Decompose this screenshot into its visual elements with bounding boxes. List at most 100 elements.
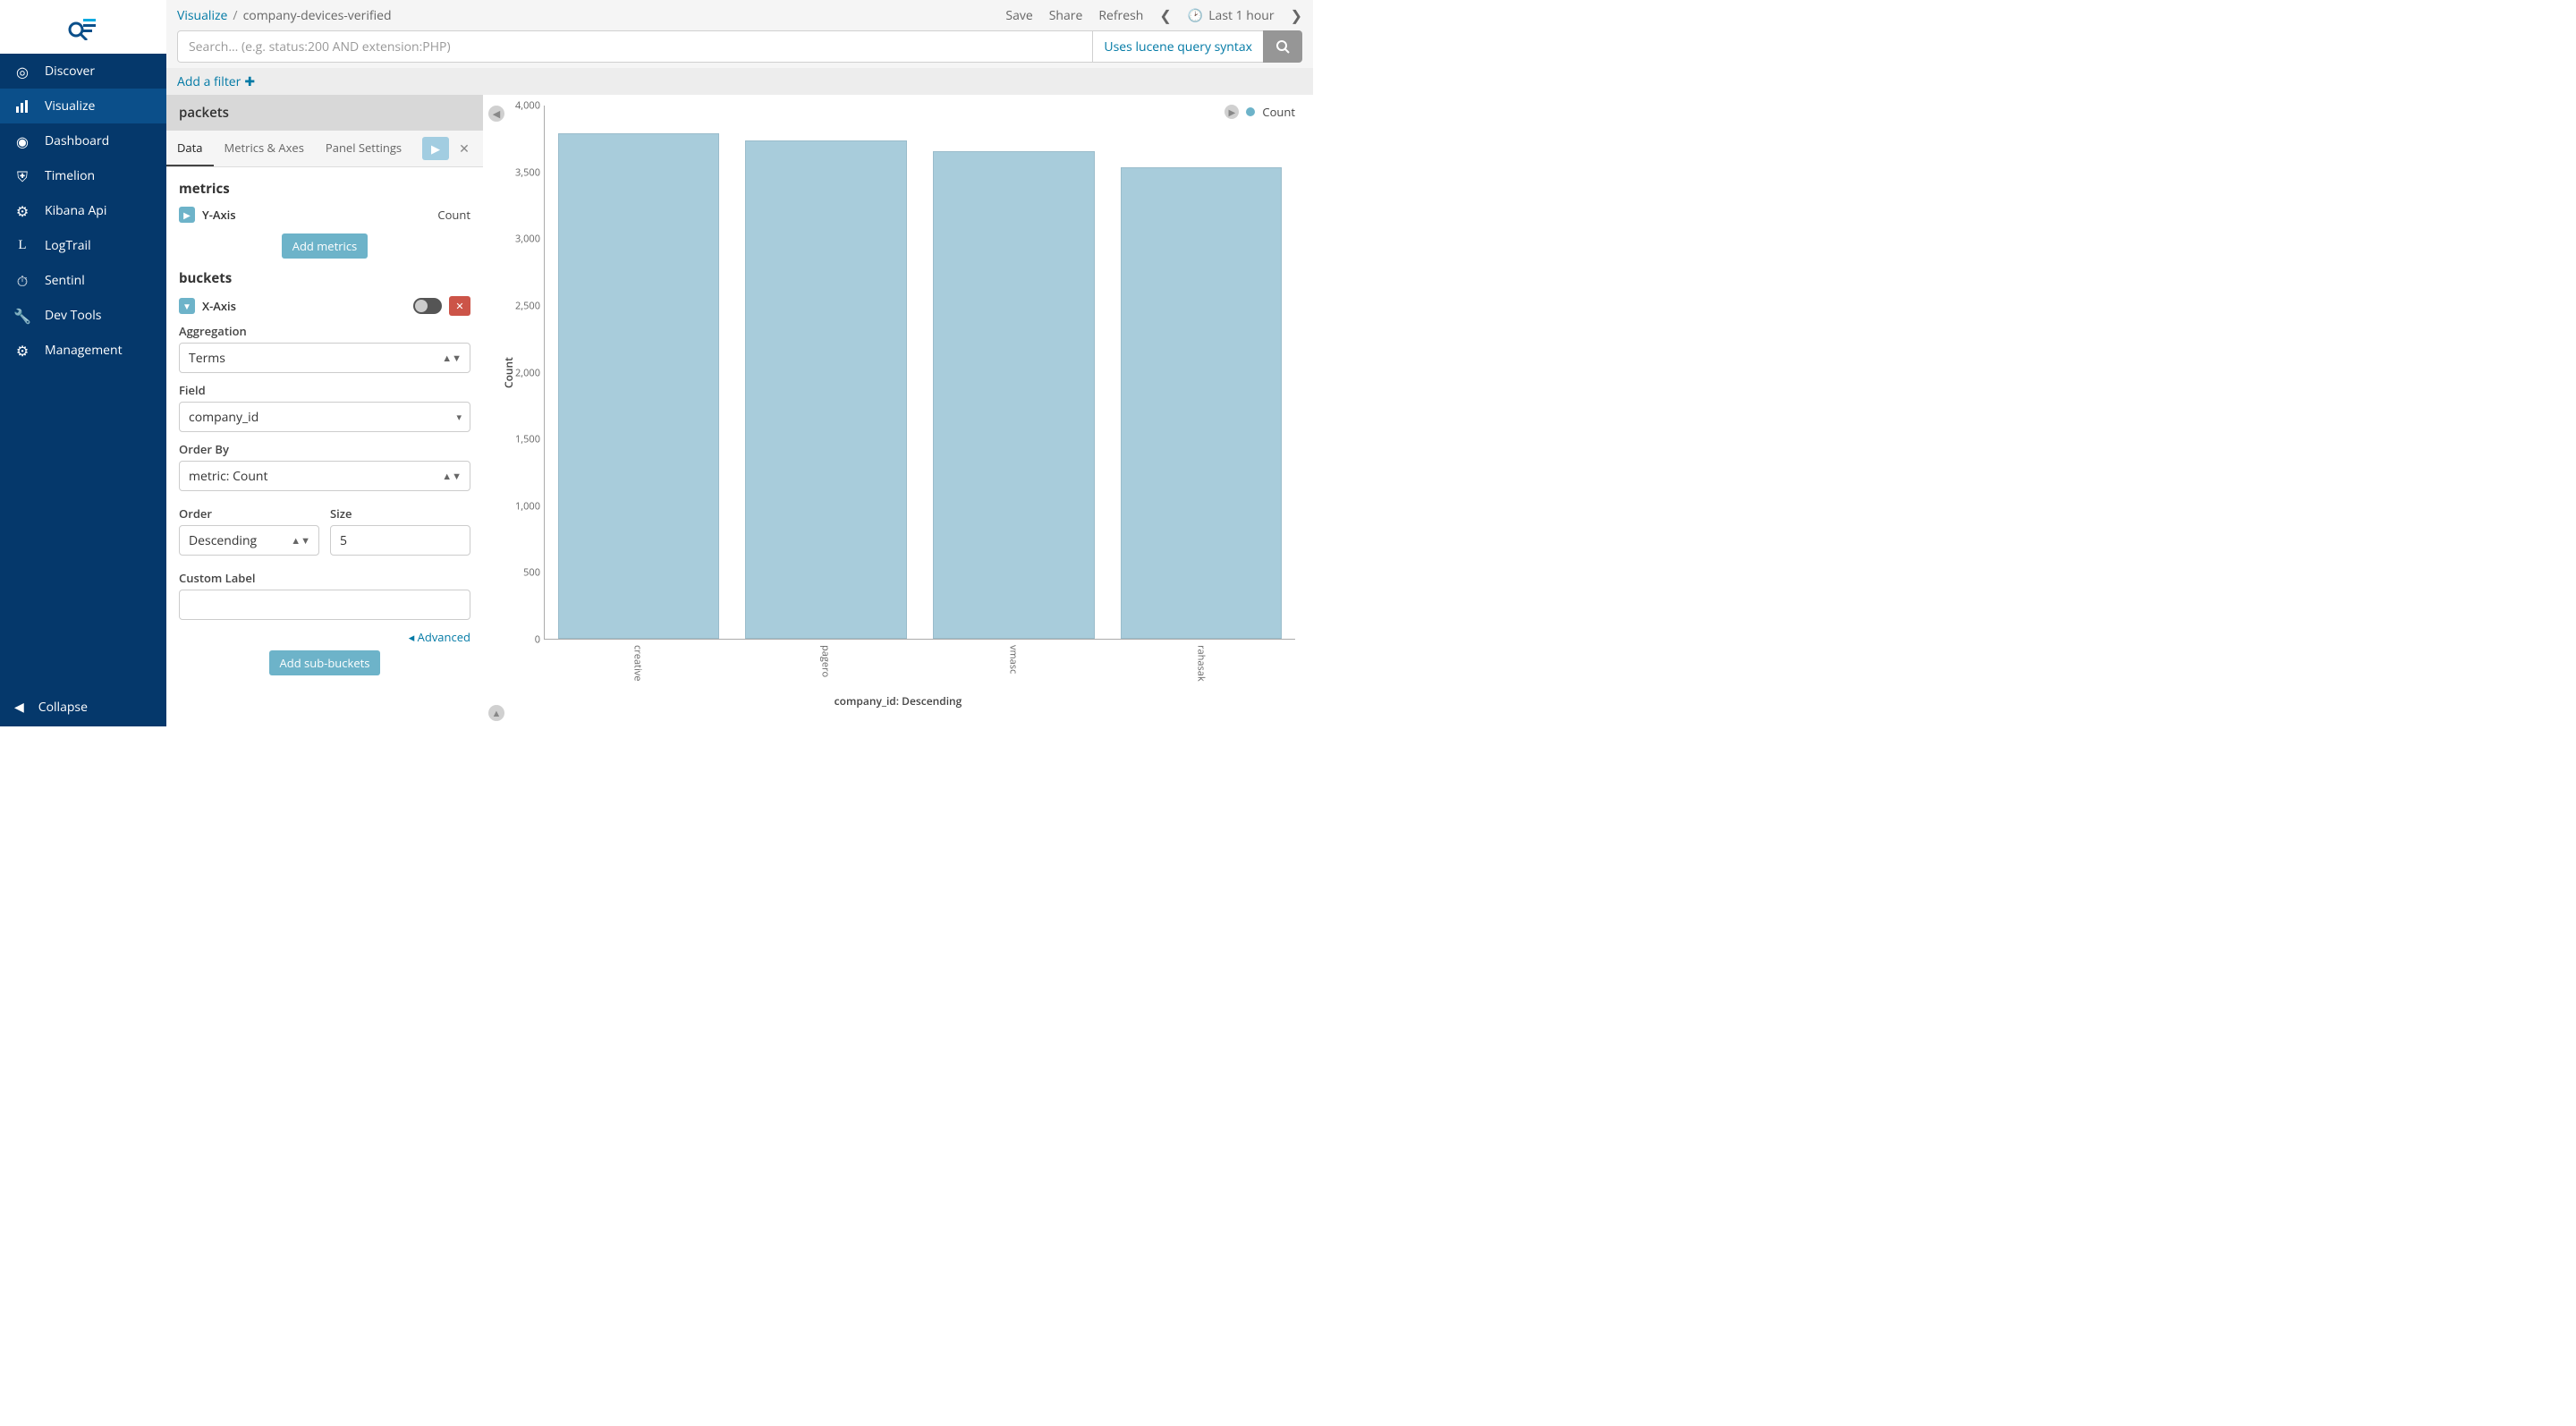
custom-label-input[interactable] [179,590,470,620]
nav-label: Timelion [45,167,95,184]
panel-title: packets [166,95,483,131]
filterbar: Add a filter✚ [166,68,1313,95]
y-tick: 0 [535,633,540,647]
bucket-toggle[interactable]: ▼ [179,298,195,314]
y-axis-label: Y-Axis [202,207,236,223]
content: packets Data Metrics & Axes Panel Settin… [166,95,1313,726]
order-label: Order [179,505,319,522]
close-panel-button[interactable]: ✕ [453,137,476,160]
search-input[interactable] [177,30,1093,63]
add-metrics-button[interactable]: Add metrics [282,233,369,259]
add-sub-buckets-button[interactable]: Add sub-buckets [269,650,381,675]
nav-kibana-api[interactable]: ⚙Kibana Api [0,193,166,228]
searchbar: Uses lucene query syntax [166,30,1313,68]
collapse-button[interactable]: ◀ Collapse [0,688,166,726]
y-axis-title: Count [501,106,516,640]
order-by-select[interactable]: metric: Count [179,461,470,491]
time-label: Last 1 hour [1208,7,1274,24]
lucene-hint[interactable]: Uses lucene query syntax [1093,30,1263,63]
logtrail-icon: L [14,238,30,254]
nav-label: LogTrail [45,237,91,254]
nav-timelion[interactable]: ⛨ Timelion [0,158,166,193]
chart-grid: Count 05001,0001,5002,0002,5003,0003,500… [501,106,1295,640]
panel-body: metrics ▶ Y-Axis Count Add metrics bucke… [166,167,483,726]
clock-icon: 🕑 [1188,7,1203,24]
gauge-icon: ◉ [14,133,30,149]
custom-label-label: Custom Label [179,570,470,586]
clock-icon: ⏱ [14,273,30,289]
collapse-icon: ◀ [14,699,24,716]
nav-label: Visualize [45,98,95,115]
refresh-button[interactable]: Refresh [1098,7,1143,24]
add-filter-button[interactable]: Add a filter✚ [177,73,255,90]
y-tick: 2,500 [515,299,540,312]
bucket-enable-toggle[interactable] [413,298,442,314]
nav-label: Management [45,342,123,359]
advanced-link[interactable]: ◂ Advanced [179,629,470,645]
order-by-label: Order By [179,441,470,457]
x-axis-label: X-Axis [202,298,236,314]
nav-logtrail[interactable]: L LogTrail [0,228,166,263]
nav-dev-tools[interactable]: 🔧Dev Tools [0,298,166,333]
add-filter-label: Add a filter [177,73,241,90]
compass-icon: ◎ [14,64,30,80]
scroll-up-button[interactable]: ▲ [488,705,504,721]
nav-label: Discover [45,63,95,80]
time-back-button[interactable]: ❮ [1159,5,1171,25]
plot [544,106,1295,640]
bar[interactable] [1121,167,1282,639]
panel-tabs: Data Metrics & Axes Panel Settings ▶ ✕ [166,131,483,167]
y-tick: 3,000 [515,233,540,246]
nav-discover[interactable]: ◎ Discover [0,54,166,89]
breadcrumb-sep: / [233,7,237,24]
x-axis-title: company_id: Descending [501,693,1295,709]
x-tick: vmasc [1007,645,1021,674]
y-tick: 1,500 [515,433,540,446]
share-button[interactable]: Share [1049,7,1083,24]
nav-sentinl[interactable]: ⏱Sentinl [0,263,166,298]
bar[interactable] [558,133,719,639]
plus-icon: ✚ [244,73,255,90]
size-label: Size [330,505,470,522]
breadcrumb: Visualize / company-devices-verified [177,7,392,24]
y-tick: 2,000 [515,366,540,379]
size-input[interactable] [330,525,470,556]
breadcrumb-current: company-devices-verified [243,7,392,24]
save-button[interactable]: Save [1005,7,1032,24]
search-icon [1275,39,1290,54]
bucket-row: ▼ X-Axis ✕ [179,296,470,316]
apply-button[interactable]: ▶ [422,137,449,160]
nav-management[interactable]: ⚙ Management [0,333,166,368]
buckets-heading: buckets [179,269,470,287]
field-select[interactable]: company_id [179,402,470,432]
search-button[interactable] [1263,30,1302,63]
nav-label: Dev Tools [45,307,101,324]
x-tick: creative [631,645,645,681]
nav-visualize[interactable]: Visualize [0,89,166,123]
y-tick: 500 [523,566,540,580]
gear-icon: ⚙ [14,343,30,359]
breadcrumb-root[interactable]: Visualize [177,7,227,24]
time-forward-button[interactable]: ❯ [1291,5,1302,25]
nav-dashboard[interactable]: ◉Dashboard [0,123,166,158]
config-panel: packets Data Metrics & Axes Panel Settin… [166,95,483,726]
tab-panel-settings[interactable]: Panel Settings [315,131,412,166]
collapse-label: Collapse [38,699,88,716]
x-tick: rahasak [1195,645,1208,682]
chart-area: ◀ ▶ Count Count 05001,0001,5002,0002,500… [483,95,1313,726]
advanced-label: Advanced [418,629,470,645]
metric-toggle[interactable]: ▶ [179,207,195,223]
main: Visualize / company-devices-verified Sav… [166,0,1313,726]
bar[interactable] [933,151,1094,639]
y-axis-value: Count [437,207,470,223]
tab-data[interactable]: Data [166,131,214,166]
shield-icon: ⛨ [14,168,30,184]
time-picker[interactable]: 🕑 Last 1 hour [1188,7,1275,24]
bar[interactable] [745,140,906,639]
order-select[interactable]: Descending [179,525,319,556]
sidebar: ◎ Discover Visualize ◉Dashboard ⛨ Timelion… [0,0,166,726]
bucket-remove-button[interactable]: ✕ [449,296,470,316]
x-ticks: creativepagerovmascrahasak [544,640,1295,693]
tab-metrics-axes[interactable]: Metrics & Axes [214,131,315,166]
aggregation-select[interactable]: Terms [179,343,470,373]
